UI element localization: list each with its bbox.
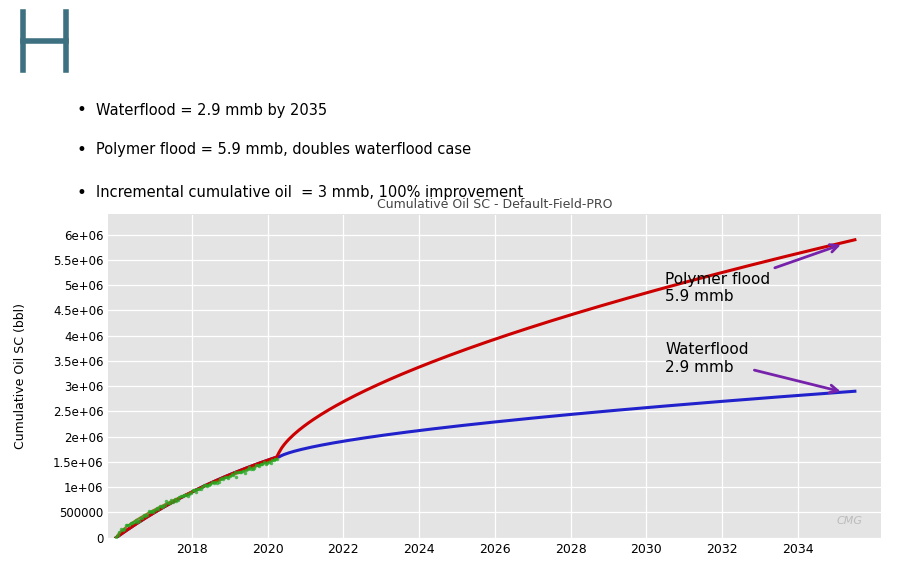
Text: CMG: CMG (835, 517, 861, 526)
Text: Incremental cumulative oil: Incremental cumulative oil (228, 25, 730, 58)
Text: •: • (76, 101, 86, 120)
Text: Waterflood
2.9 mmb: Waterflood 2.9 mmb (665, 342, 837, 393)
Text: •: • (76, 184, 86, 202)
Text: Waterflood = 2.9 mmb by 2035: Waterflood = 2.9 mmb by 2035 (96, 103, 327, 118)
Text: Polymer flood = 5.9 mmb, doubles waterflood case: Polymer flood = 5.9 mmb, doubles waterfl… (96, 142, 470, 157)
Text: •: • (76, 141, 86, 159)
Text: Polymer flood
5.9 mmb: Polymer flood 5.9 mmb (665, 245, 837, 304)
Y-axis label: Cumulative Oil SC (bbl): Cumulative Oil SC (bbl) (14, 303, 27, 449)
Text: Incremental cumulative oil  = 3 mmb, 100% improvement: Incremental cumulative oil = 3 mmb, 100%… (96, 185, 523, 200)
Title: Cumulative Oil SC - Default-Field-PRO: Cumulative Oil SC - Default-Field-PRO (377, 197, 612, 210)
FancyBboxPatch shape (11, 7, 79, 76)
